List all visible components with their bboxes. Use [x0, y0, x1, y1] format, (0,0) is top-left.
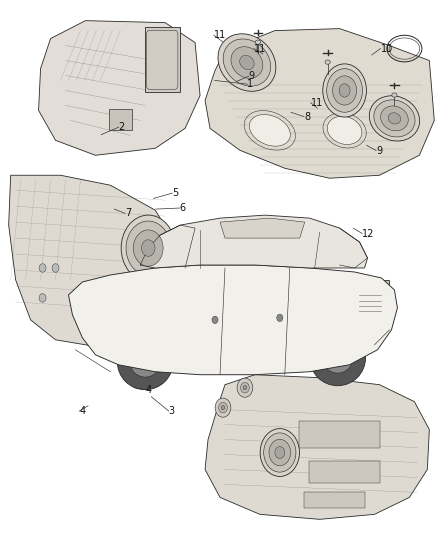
FancyBboxPatch shape: [347, 285, 357, 299]
Circle shape: [39, 294, 46, 302]
Ellipse shape: [249, 115, 290, 146]
Polygon shape: [220, 218, 305, 238]
Text: 6: 6: [180, 203, 186, 213]
Text: 11: 11: [254, 44, 266, 53]
Circle shape: [221, 406, 225, 410]
Text: 9: 9: [376, 146, 382, 156]
Ellipse shape: [269, 439, 290, 466]
Ellipse shape: [240, 55, 254, 70]
Text: 11: 11: [214, 30, 226, 41]
Ellipse shape: [327, 116, 362, 144]
Ellipse shape: [381, 106, 408, 131]
Ellipse shape: [322, 342, 353, 373]
Circle shape: [219, 402, 227, 413]
Text: 1: 1: [247, 79, 254, 89]
Ellipse shape: [260, 429, 300, 477]
Circle shape: [240, 382, 249, 393]
FancyBboxPatch shape: [299, 421, 380, 448]
Ellipse shape: [218, 34, 276, 91]
Polygon shape: [205, 29, 434, 178]
Ellipse shape: [392, 93, 397, 97]
FancyBboxPatch shape: [109, 109, 132, 130]
Polygon shape: [140, 215, 367, 268]
FancyBboxPatch shape: [353, 280, 389, 314]
Ellipse shape: [332, 76, 357, 105]
Ellipse shape: [223, 39, 271, 86]
Ellipse shape: [264, 433, 296, 472]
Ellipse shape: [327, 69, 363, 112]
FancyBboxPatch shape: [309, 461, 380, 483]
Text: 11: 11: [311, 98, 323, 108]
Ellipse shape: [369, 96, 420, 141]
Ellipse shape: [126, 221, 170, 275]
Text: 3: 3: [169, 406, 175, 416]
Circle shape: [212, 316, 218, 324]
Polygon shape: [205, 375, 429, 519]
Ellipse shape: [231, 47, 263, 78]
Ellipse shape: [339, 84, 350, 97]
FancyBboxPatch shape: [304, 492, 365, 508]
Text: 5: 5: [172, 188, 179, 198]
Ellipse shape: [141, 240, 155, 256]
Circle shape: [52, 264, 59, 272]
Text: 4: 4: [146, 385, 152, 395]
Polygon shape: [39, 21, 200, 155]
Circle shape: [243, 385, 247, 390]
Text: 7: 7: [125, 208, 131, 219]
Polygon shape: [68, 265, 397, 375]
Text: 4: 4: [79, 406, 85, 416]
Circle shape: [215, 398, 231, 417]
Ellipse shape: [374, 100, 415, 137]
Ellipse shape: [117, 334, 173, 390]
Text: 2: 2: [119, 122, 125, 132]
Ellipse shape: [121, 215, 175, 281]
Circle shape: [237, 378, 253, 397]
Circle shape: [39, 264, 46, 272]
Text: 12: 12: [362, 229, 374, 239]
Polygon shape: [9, 175, 185, 350]
Ellipse shape: [331, 351, 345, 365]
Ellipse shape: [133, 230, 163, 266]
Ellipse shape: [325, 60, 330, 64]
Text: 9: 9: [249, 71, 255, 81]
Ellipse shape: [255, 40, 261, 44]
Ellipse shape: [310, 330, 366, 386]
Text: 8: 8: [304, 111, 310, 122]
Ellipse shape: [323, 64, 367, 117]
Ellipse shape: [130, 346, 161, 377]
Ellipse shape: [138, 355, 152, 369]
FancyBboxPatch shape: [145, 27, 180, 92]
Circle shape: [277, 314, 283, 321]
Text: 10: 10: [381, 44, 393, 53]
Ellipse shape: [388, 112, 401, 124]
Ellipse shape: [275, 447, 285, 458]
